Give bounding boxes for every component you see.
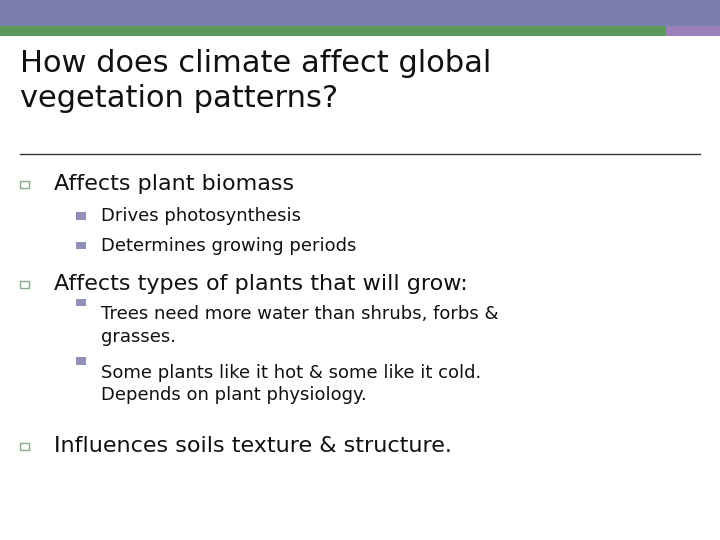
Bar [0, 0, 720, 26]
Text: Some plants like it hot & some like it cold.: Some plants like it hot & some like it c… [101, 363, 481, 382]
Bar [20, 281, 30, 288]
Text: Influences soils texture & structure.: Influences soils texture & structure. [54, 435, 452, 456]
Text: vegetation patterns?: vegetation patterns? [20, 84, 338, 113]
Bar [76, 357, 86, 364]
Text: Affects plant biomass (amount of vegetation): Affects plant biomass (amount of vegetat… [54, 173, 559, 194]
Bar [76, 212, 86, 220]
Bar [76, 242, 86, 249]
Text: Drives photosynthesis: Drives photosynthesis [101, 207, 301, 225]
Bar [0, 26, 666, 36]
Text: Trees need more water than shrubs, forbs &: Trees need more water than shrubs, forbs… [101, 305, 498, 323]
Bar [76, 299, 86, 306]
Bar [20, 181, 30, 188]
Text: How does climate affect global: How does climate affect global [20, 49, 492, 78]
Text: Determines growing periods: Determines growing periods [101, 237, 356, 255]
Text: Affects types of plants that will grow:: Affects types of plants that will grow: [54, 273, 468, 294]
Text: Affects plant biomass: Affects plant biomass [54, 173, 294, 194]
Bar [20, 443, 30, 450]
Text: grasses.: grasses. [101, 328, 176, 347]
Text: Depends on plant physiology.: Depends on plant physiology. [101, 386, 366, 404]
Bar [666, 26, 720, 36]
